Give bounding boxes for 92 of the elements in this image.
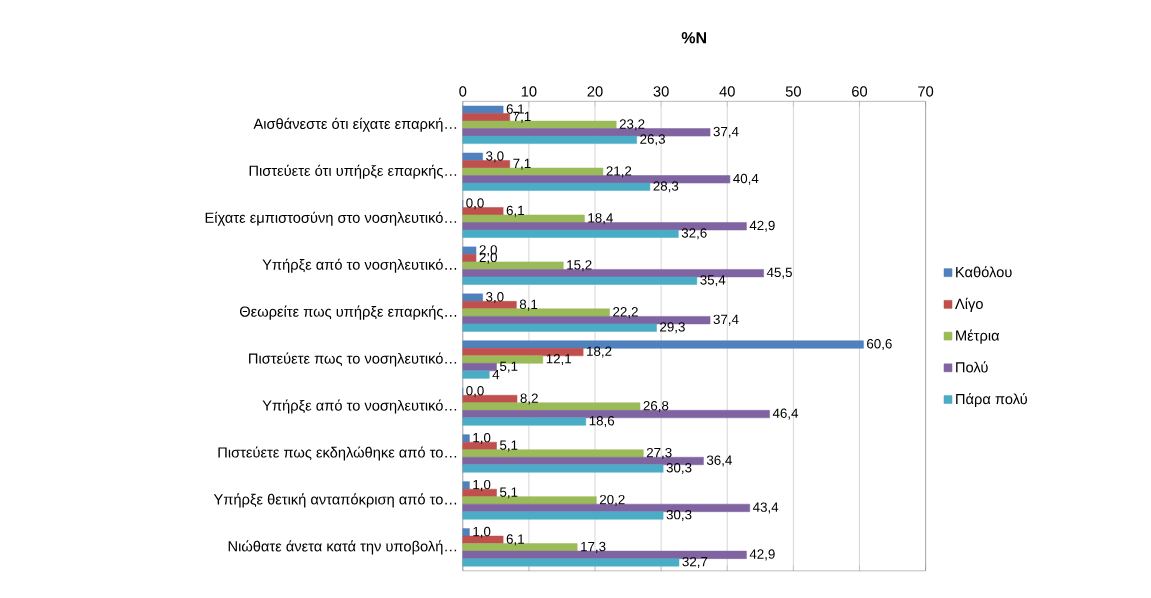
x-tick-label: 40 (719, 86, 735, 97)
data-label: 5,1 (499, 440, 518, 452)
y-tick-label: Υπήρξε από το νοσηλευτικό… (262, 399, 457, 414)
y-tick-label: Υπήρξε από το νοσηλευτικό… (262, 258, 457, 273)
data-label: 8,2 (520, 393, 538, 405)
x-tick-label: 50 (785, 86, 801, 97)
y-tick-label: Υπήρξε θετική ανταπόκριση από το… (213, 493, 457, 508)
y-tick-label: Πιστεύετε πως το νοσηλευτικό… (249, 352, 457, 367)
data-label: 0,0 (466, 198, 484, 210)
data-label: 26,8 (643, 401, 669, 413)
data-label: 32,6 (681, 228, 707, 240)
bar (462, 246, 477, 255)
data-label: 12,1 (546, 354, 572, 366)
data-label: 37,4 (713, 314, 739, 326)
data-label: 45,5 (766, 267, 792, 279)
data-label: 30,3 (666, 463, 692, 475)
bar (462, 417, 587, 426)
y-tick-label: Αισθάνεστε ότι είχατε επαρκή… (253, 118, 457, 133)
data-label: 27,3 (646, 448, 672, 460)
bar (462, 152, 483, 162)
data-label: 36,4 (706, 455, 732, 467)
data-label: 26,3 (640, 134, 665, 146)
data-label: 30,3 (666, 510, 692, 522)
data-label: 6,1 (506, 205, 524, 217)
data-label: 60,6 (867, 339, 892, 351)
legend-label: Πολύ (956, 361, 988, 373)
bar (462, 323, 657, 332)
bar (462, 136, 637, 145)
y-tick-label: Είχατε εμπιστοσύνη στο νοσηλευτικό… (205, 211, 457, 227)
y-tick-label: Πιστεύετε ότι υπήρξε επαρκής… (249, 164, 457, 180)
data-label: 42,9 (749, 549, 775, 561)
bar (462, 254, 477, 263)
data-label: 37,4 (713, 127, 739, 139)
data-label: 22,2 (613, 307, 638, 319)
data-label: 18,2 (587, 346, 612, 358)
data-label: 3,0 (486, 151, 504, 163)
legend-label: Μέτρια (956, 329, 1000, 344)
data-label: 23,2 (619, 119, 645, 131)
data-label: 1,0 (473, 433, 491, 445)
data-label: 15,2 (567, 260, 592, 272)
data-label: 35,4 (700, 275, 726, 287)
bar (462, 464, 664, 473)
data-label: 43,4 (752, 502, 779, 514)
bar (462, 183, 651, 192)
bar (462, 168, 604, 177)
data-label: 32,7 (682, 557, 708, 569)
data-label: 18,4 (588, 213, 613, 225)
bar (462, 489, 497, 498)
data-label: 28,3 (653, 181, 679, 193)
data-label: 1,0 (473, 480, 491, 492)
x-tick-label: 0 (459, 86, 467, 97)
data-label: 5,1 (499, 361, 518, 373)
data-label: 5,1 (499, 487, 518, 499)
bar (462, 481, 470, 490)
data-label: 40,4 (733, 174, 759, 186)
legend-label: Πάρα πολύ (956, 393, 1028, 408)
bar (462, 229, 679, 239)
data-label: 8,1 (519, 299, 538, 311)
x-tick-label: 10 (521, 86, 537, 97)
x-tick-label: 60 (852, 86, 868, 97)
bar (462, 121, 617, 130)
data-label: 1,0 (473, 527, 491, 539)
bar (462, 558, 680, 567)
data-label: 42,9 (749, 220, 775, 233)
legend-label: Λίγο (955, 298, 983, 313)
data-label: 7,1 (513, 159, 531, 170)
data-label: 4 (492, 370, 500, 380)
data-label: 18,6 (589, 416, 615, 428)
bar (462, 434, 470, 443)
x-tick-label: 70 (918, 86, 934, 97)
data-label: 46,4 (772, 408, 799, 420)
x-tick-label: 30 (653, 86, 669, 97)
legend-label: Καθόλου (956, 266, 1012, 278)
x-tick-label: 20 (587, 86, 603, 97)
bar (462, 106, 504, 115)
data-label: 20,2 (599, 495, 625, 507)
bar (462, 370, 490, 379)
chart-title: %N (681, 32, 707, 44)
bar (462, 528, 470, 537)
data-label: 17,3 (581, 542, 606, 554)
y-tick-label: Θεωρείτε πως υπήρξε επαρκής… (239, 305, 457, 320)
bar (462, 511, 664, 520)
data-label: 6,1 (506, 534, 524, 546)
bar (462, 293, 483, 302)
bar (462, 276, 698, 285)
data-label: 21,2 (606, 166, 632, 178)
y-tick-label: Νιώθατε άνετα κατά την υποβολή… (228, 540, 457, 555)
data-label: 3,0 (486, 292, 504, 304)
data-label: 29,3 (660, 322, 685, 334)
data-label: 0,0 (466, 386, 484, 398)
bar (462, 536, 504, 545)
y-tick-label: Πιστεύετε πως εκδηλώθηκε από το… (218, 446, 457, 461)
